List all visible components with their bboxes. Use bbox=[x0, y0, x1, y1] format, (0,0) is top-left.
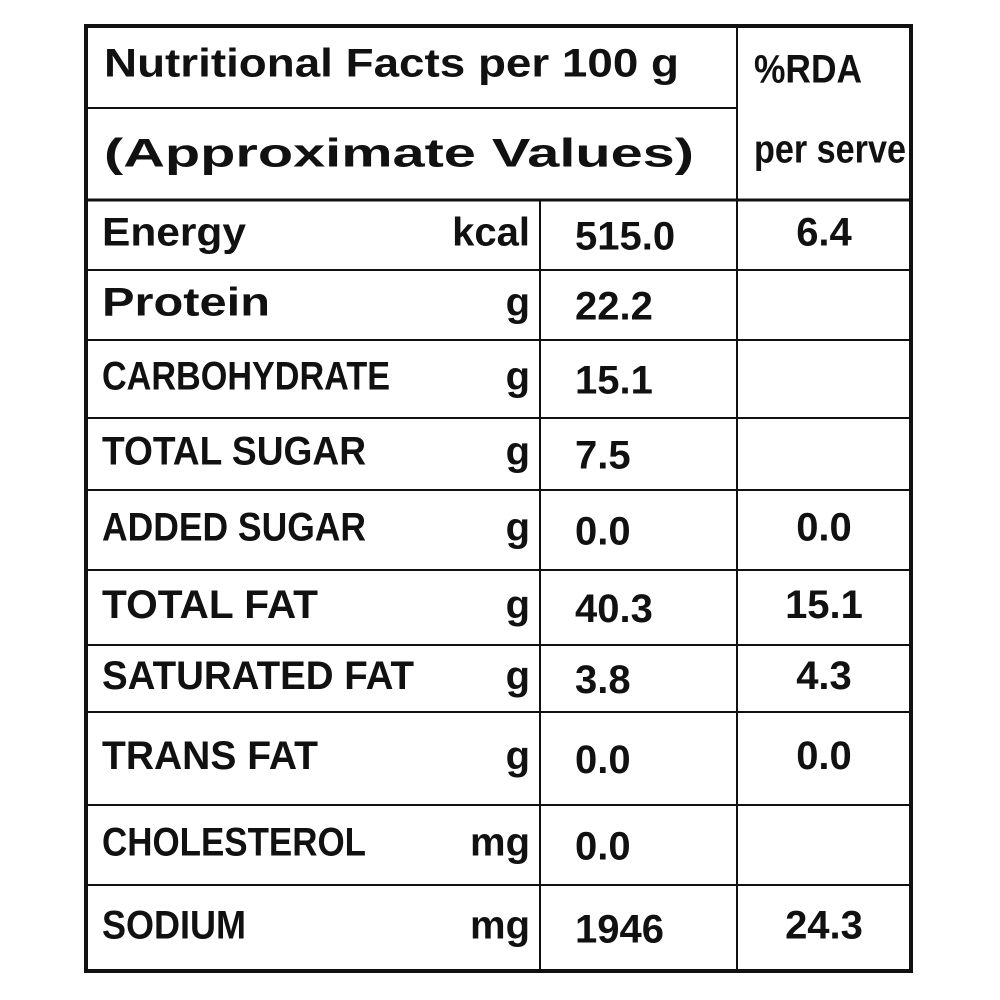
nutrient-name: SODIUM bbox=[102, 904, 246, 948]
table-title: Nutritional Facts per 100 g bbox=[104, 42, 679, 86]
nutrient-name: Protein bbox=[102, 281, 270, 325]
unit: g bbox=[506, 583, 530, 627]
rda-value: 0.0 bbox=[796, 506, 852, 550]
value: 3.8 bbox=[575, 658, 631, 702]
nutrient-name: Energy bbox=[102, 211, 247, 255]
value: 0.0 bbox=[575, 738, 631, 782]
value: 515.0 bbox=[575, 215, 675, 259]
value: 15.1 bbox=[575, 359, 653, 403]
unit: g bbox=[506, 734, 530, 778]
rda-value: 15.1 bbox=[785, 583, 863, 627]
value: 40.3 bbox=[575, 587, 653, 631]
value: 0.0 bbox=[575, 825, 631, 869]
nutrient-name: ADDED SUGAR bbox=[102, 506, 366, 550]
unit: g bbox=[506, 654, 530, 698]
rda-value: 6.4 bbox=[796, 211, 852, 255]
rda-value: 24.3 bbox=[785, 904, 863, 948]
rda-value: 0.0 bbox=[796, 734, 852, 778]
nutrient-name: TOTAL SUGAR bbox=[102, 430, 366, 474]
value: 7.5 bbox=[575, 434, 631, 478]
value: 1946 bbox=[575, 908, 664, 952]
rda-title: %RDA bbox=[754, 48, 862, 92]
nutrient-name: SATURATED FAT bbox=[102, 654, 414, 698]
unit: g bbox=[506, 506, 530, 550]
nutrient-name: CARBOHYDRATE bbox=[102, 355, 390, 399]
unit: mg bbox=[470, 821, 530, 865]
rda-subtitle: per serve bbox=[754, 128, 906, 172]
unit: mg bbox=[470, 904, 530, 948]
table-subtitle: (Approximate Values) bbox=[104, 132, 694, 176]
unit: g bbox=[506, 430, 530, 474]
value: 0.0 bbox=[575, 510, 631, 554]
unit: kcal bbox=[452, 211, 530, 255]
unit: g bbox=[506, 355, 530, 399]
table-border bbox=[84, 24, 913, 973]
nutrient-name: TOTAL FAT bbox=[102, 583, 318, 627]
unit: g bbox=[506, 281, 530, 325]
nutrient-name: CHOLESTEROL bbox=[102, 821, 366, 865]
nutrient-name: TRANS FAT bbox=[102, 734, 318, 778]
rda-value: 4.3 bbox=[796, 654, 852, 698]
value: 22.2 bbox=[575, 285, 653, 329]
